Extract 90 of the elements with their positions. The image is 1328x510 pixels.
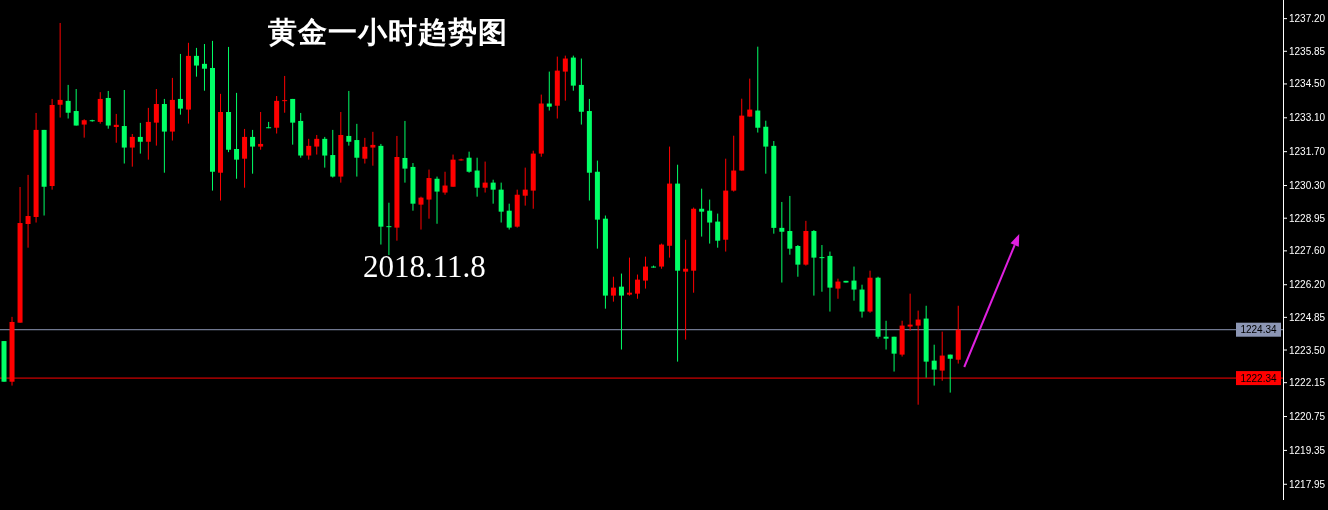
candlestick (659, 243, 665, 270)
candlestick (73, 88, 79, 127)
candlestick (434, 176, 440, 225)
y-tick-label: 1228.95 (1289, 212, 1326, 224)
y-tick-label: 1231.70 (1289, 146, 1326, 158)
y-tick-label: 1234.50 (1289, 78, 1326, 90)
candlestick (418, 196, 424, 231)
y-tick-label: 1220.75 (1289, 411, 1326, 423)
candlestick (947, 354, 953, 394)
candlestick (258, 111, 264, 151)
candlestick (354, 123, 360, 178)
candlestick (282, 75, 288, 114)
candlestick (835, 278, 841, 300)
candlestick (626, 257, 632, 297)
candlestick (402, 120, 408, 184)
candlestick (482, 161, 488, 194)
candlestick (787, 195, 793, 256)
y-tick-label: 1226.20 (1289, 279, 1326, 291)
candlestick (234, 92, 240, 180)
candlestick (931, 344, 937, 387)
candlestick (643, 256, 649, 290)
y-tick-label: 1217.95 (1289, 478, 1326, 490)
candlestick (201, 43, 207, 92)
candlestick (731, 135, 737, 193)
candlestick (386, 202, 392, 256)
candlestick (618, 273, 624, 351)
candlestick (426, 169, 432, 220)
candlestick (610, 276, 616, 303)
candlestick (81, 118, 87, 139)
candlestick (290, 98, 296, 146)
candlestick (747, 78, 753, 118)
candlestick (546, 71, 552, 112)
candlestick (498, 182, 504, 224)
candlestick (362, 137, 368, 165)
text: 黄金一小时趋势图 (267, 14, 508, 49)
candlestick (250, 129, 256, 175)
candlestick (306, 138, 312, 161)
candlestick (707, 199, 713, 245)
candlestick (346, 90, 352, 147)
candlestick (490, 179, 496, 205)
candlestick (522, 167, 528, 207)
candlestick (795, 244, 801, 278)
y-tick-label: 1224.85 (1289, 311, 1326, 323)
candlestick (322, 136, 328, 169)
candlestick (763, 120, 769, 175)
ref-line-label: 1224.34 (1240, 324, 1278, 336)
candlestick (562, 55, 568, 102)
y-tick-label: 1237.20 (1289, 13, 1326, 25)
candlestick (25, 174, 31, 249)
candlestick (442, 171, 448, 196)
candlestick (883, 320, 889, 351)
candlestick (177, 53, 183, 116)
candlestick (113, 113, 119, 144)
y-tick-label: 1235.85 (1289, 45, 1326, 57)
y-tick-label: 1222.15 (1289, 377, 1326, 389)
candlestick (153, 88, 159, 147)
candlestick (57, 22, 63, 119)
ref-line-label: 1222.34 (1240, 372, 1278, 384)
y-tick-label: 1223.50 (1289, 344, 1326, 356)
candlestick (242, 128, 248, 189)
candlestick (819, 244, 825, 293)
y-tick-label: 1230.30 (1289, 180, 1326, 192)
candlestick (891, 336, 897, 373)
candlestick (715, 213, 721, 249)
candlestick (121, 89, 127, 165)
candlestick (683, 239, 689, 341)
candlestick (137, 122, 143, 155)
candlestick (474, 157, 480, 198)
candlestick (755, 46, 761, 134)
y-tick-label: 1219.35 (1289, 444, 1326, 456)
candlestick (634, 274, 640, 300)
candlestick (699, 188, 705, 238)
candlestick (458, 158, 464, 162)
candlestick (506, 203, 512, 231)
candlestick (193, 47, 199, 78)
candlestick (370, 131, 376, 167)
candlestick (466, 151, 472, 174)
candlestick (851, 266, 857, 302)
candlestick (330, 129, 336, 179)
candlestick (907, 293, 913, 332)
candlestick (779, 201, 785, 284)
candlestick (314, 134, 320, 156)
y-tick-label: 1227.60 (1289, 245, 1326, 257)
y-tick-label: 1233.10 (1289, 112, 1326, 124)
candlestick (129, 133, 135, 168)
candlestick (97, 91, 103, 125)
candlestick (145, 107, 151, 161)
annotation: 2018.11.8 (363, 249, 486, 284)
candlestick (859, 284, 865, 319)
candlestick (65, 84, 71, 120)
